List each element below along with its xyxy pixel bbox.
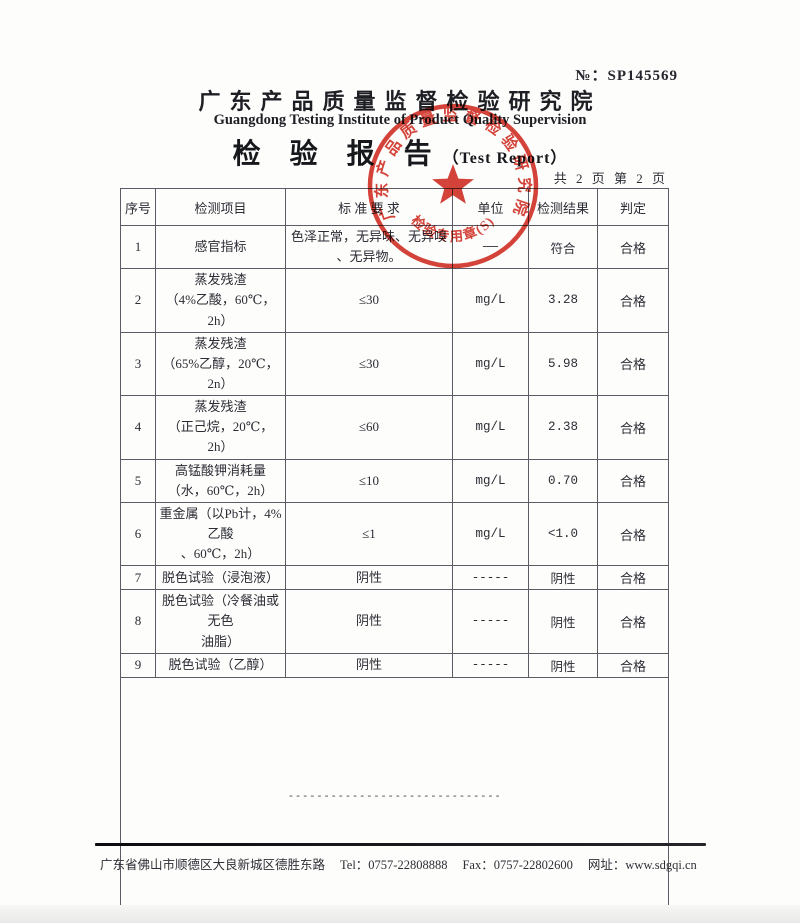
cell-judge: 合格 (597, 589, 669, 654)
col-header-no: 序号 (120, 188, 156, 226)
table-row: 9 脱色试验（乙醇） 阴性 ----- 阴性 合格 (120, 652, 669, 678)
report-title-en: （Test Report） (442, 150, 568, 167)
table-row: 6 重金属（以Pb计，4%乙酸 、60℃，2h） ≤1 mg/L <1.0 合格 (120, 501, 669, 567)
table-empty-row: ------------------------------ (120, 676, 669, 915)
cell-standard: ≤30 (285, 268, 453, 333)
cell-standard: 阴性 (285, 652, 453, 678)
cell-no: 5 (120, 458, 156, 503)
scan-edge-shadow (0, 905, 800, 923)
table-row: 2 蒸发残渣 （4%乙酸，60℃，2h） ≤30 mg/L 3.28 合格 (120, 268, 669, 333)
cell-standard: ≤10 (285, 458, 453, 503)
report-number: №：SP145569 (575, 64, 678, 85)
cell-item: 重金属（以Pb计，4%乙酸 、60℃，2h） (155, 501, 286, 567)
cell-judge: 合格 (597, 268, 669, 333)
footer-tel: Tel：0757-22808888 (340, 858, 448, 872)
cell-no: 3 (120, 331, 156, 397)
col-header-result: 检测结果 (528, 188, 598, 226)
table-row: 4 蒸发残渣 （正己烷，20℃，2h） ≤60 mg/L 2.38 合格 (120, 395, 669, 460)
cell-judge: 合格 (597, 458, 669, 503)
footer-contact-line: 广东省佛山市顺德区大良新城区德胜东路 Tel：0757-22808888 Fax… (100, 854, 740, 873)
cell-no: 7 (120, 565, 156, 591)
cell-judge: 合格 (597, 565, 669, 591)
cell-standard: ≤30 (285, 331, 453, 397)
cell-result: 3.28 (528, 268, 598, 333)
cell-judge: 合格 (597, 395, 669, 460)
cell-unit: mg/L (452, 331, 529, 397)
report-title: 检 验 报 告（Test Report） (100, 132, 700, 172)
cell-standard: 色泽正常，无异味、无异嗅 、无异物。 (285, 224, 453, 270)
cell-result: 5.98 (528, 331, 598, 397)
cell-item: 蒸发残渣 （4%乙酸，60℃，2h） (155, 268, 286, 333)
cell-no: 9 (120, 652, 156, 678)
cell-judge: 合格 (597, 501, 669, 567)
cell-item: 脱色试验（冷餐油或无色 油脂） (155, 589, 286, 654)
cell-result: <1.0 (528, 501, 598, 567)
cell-item: 感官指标 (155, 224, 286, 270)
cell-no: 4 (120, 395, 156, 460)
cell-item: 蒸发残渣 （正己烷，20℃，2h） (155, 395, 286, 460)
col-header-item: 检测项目 (155, 188, 286, 226)
cell-result: 2.38 (528, 395, 598, 460)
cell-result: 阴性 (528, 565, 598, 591)
cell-unit: mg/L (452, 501, 529, 567)
cell-judge: 合格 (597, 224, 669, 270)
report-title-cn: 检 验 报 告 (232, 139, 443, 170)
cell-unit: ----- (452, 589, 529, 654)
cell-item: 脱色试验（乙醇） (155, 652, 286, 678)
table-row: 7 脱色试验（浸泡液） 阴性 ----- 阴性 合格 (120, 565, 669, 591)
table-row: 1 感官指标 色泽正常，无异味、无异嗅 、无异物。 —— 符合 合格 (120, 224, 669, 270)
footer-website: 网址：www.sdgqi.cn (587, 858, 697, 872)
cell-item: 蒸发残渣 （65%乙醇，20℃，2n） (155, 331, 286, 397)
cell-unit: mg/L (452, 268, 529, 333)
cell-result: 符合 (528, 224, 598, 270)
cell-no: 1 (120, 224, 156, 270)
cell-standard: 阴性 (285, 589, 453, 654)
end-of-report-dashes: ------------------------------ (287, 789, 502, 803)
report-number-label: №： (575, 68, 608, 84)
table-row: 3 蒸发残渣 （65%乙醇，20℃，2n） ≤30 mg/L 5.98 合格 (120, 331, 669, 397)
institute-name-en: Guangdong Testing Institute of Product Q… (213, 112, 587, 128)
cell-unit: mg/L (452, 395, 529, 460)
cell-no: 2 (120, 268, 156, 333)
report-number-value: SP145569 (607, 68, 678, 84)
table-header-row: 序号 检测项目 标 准 要 求 单位 检测结果 判定 (120, 188, 669, 226)
cell-no: 8 (120, 589, 156, 654)
col-header-standard: 标 准 要 求 (285, 188, 453, 226)
cell-item: 高锰酸钾消耗量 （水，60℃，2h） (155, 458, 286, 503)
col-header-judge: 判定 (597, 188, 669, 226)
footer-address: 广东省佛山市顺德区大良新城区德胜东路 (100, 858, 326, 872)
cell-no: 6 (120, 501, 156, 567)
cell-unit: —— (452, 224, 529, 270)
page-info: 共 2 页 第 2 页 (553, 171, 668, 186)
cell-standard: 阴性 (285, 565, 453, 591)
cell-standard: ≤60 (285, 395, 453, 460)
empty-area: ------------------------------ (120, 676, 669, 915)
footer-divider (95, 843, 706, 846)
cell-unit: mg/L (452, 458, 529, 503)
footer-fax: Fax：0757-22802600 (462, 858, 573, 872)
cell-judge: 合格 (597, 331, 669, 397)
cell-result: 0.70 (528, 458, 598, 503)
cell-result: 阴性 (528, 589, 598, 654)
cell-unit: ----- (452, 652, 529, 678)
table-row: 5 高锰酸钾消耗量 （水，60℃，2h） ≤10 mg/L 0.70 合格 (120, 458, 669, 503)
cell-unit: ----- (452, 565, 529, 591)
cell-item: 脱色试验（浸泡液） (155, 565, 286, 591)
cell-standard: ≤1 (285, 501, 453, 567)
col-header-unit: 单位 (452, 188, 529, 226)
cell-judge: 合格 (597, 652, 669, 678)
table-row: 8 脱色试验（冷餐油或无色 油脂） 阴性 ----- 阴性 合格 (120, 589, 669, 654)
cell-result: 阴性 (528, 652, 598, 678)
test-result-table: 序号 检测项目 标 准 要 求 单位 检测结果 判定 1 感官指标 色泽正常，无… (120, 188, 669, 915)
